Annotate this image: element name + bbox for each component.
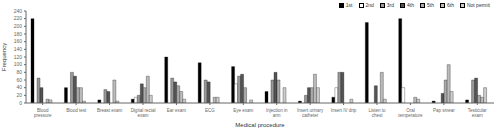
- svg-text:Pap smear: Pap smear: [433, 108, 455, 113]
- html-text:1st: 1st: [345, 2, 353, 8]
- svg-text:160: 160: [14, 38, 23, 44]
- html-text:3rd: 3rd: [386, 2, 395, 8]
- svg-text:Digital rectalexam: Digital rectalexam: [131, 108, 156, 118]
- html-text:Not permit: Not permit: [466, 2, 490, 8]
- html-text:5th: 5th: [427, 2, 434, 8]
- svg-text:Injection inarm: Injection inarm: [266, 108, 288, 118]
- svg-text:Eye exam: Eye exam: [233, 108, 253, 113]
- svg-text:Insert urinarycatheter: Insert urinarycatheter: [297, 108, 324, 118]
- svg-text:80: 80: [16, 69, 22, 75]
- svg-text:40: 40: [16, 84, 22, 90]
- html-text:2nd: 2nd: [365, 2, 374, 8]
- svg-text:180: 180: [14, 31, 23, 37]
- svg-text:Frequency: Frequency: [1, 43, 7, 71]
- svg-text:20: 20: [16, 92, 22, 98]
- svg-text:Listen tochest: Listen tochest: [368, 108, 386, 118]
- html-text:4th: 4th: [407, 2, 414, 8]
- svg-text:220: 220: [14, 15, 23, 21]
- svg-text:60: 60: [16, 77, 22, 83]
- svg-text:Bloodpressure: Bloodpressure: [34, 108, 52, 118]
- svg-text:0: 0: [19, 100, 22, 106]
- svg-text:Oraltemperature: Oraltemperature: [398, 108, 423, 118]
- svg-text:Ear exam: Ear exam: [167, 108, 187, 113]
- svg-text:ECG: ECG: [205, 108, 215, 113]
- svg-text:Breast exam: Breast exam: [97, 108, 123, 113]
- svg-text:Blood test: Blood test: [66, 108, 87, 113]
- svg-text:100: 100: [14, 61, 23, 67]
- svg-text:240: 240: [14, 8, 23, 14]
- svg-text:Testicularexam: Testicularexam: [468, 108, 488, 118]
- svg-text:Medical procedure: Medical procedure: [235, 122, 285, 128]
- html-text:6th: 6th: [447, 2, 454, 8]
- svg-text:140: 140: [14, 46, 23, 52]
- svg-text:200: 200: [14, 23, 23, 29]
- svg-text:120: 120: [14, 54, 23, 60]
- svg-text:Insert IV drip: Insert IV drip: [331, 108, 357, 113]
